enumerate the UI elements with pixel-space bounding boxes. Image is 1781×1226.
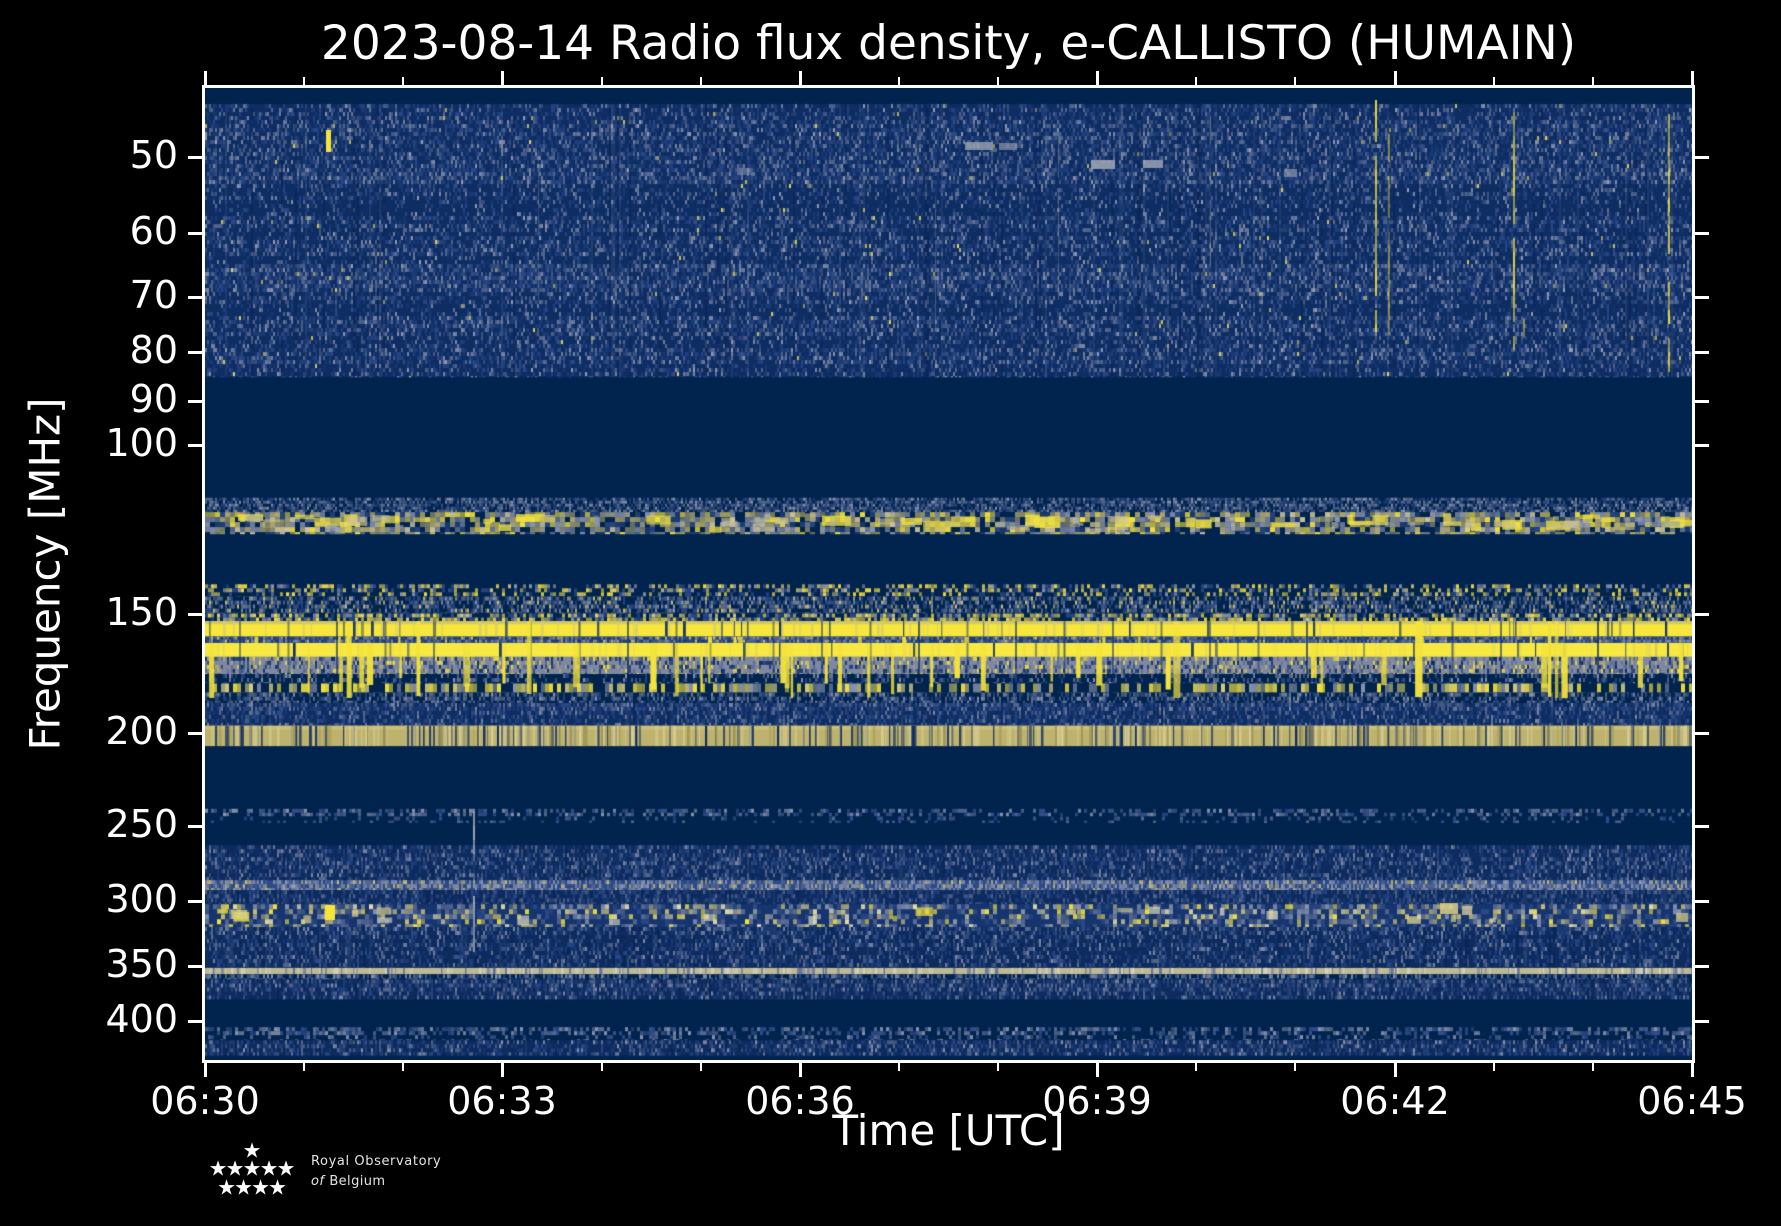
x-minor-tick-bottom	[303, 1063, 305, 1071]
star-icon: ★	[225, 1156, 245, 1181]
y-tick-label: 70	[129, 273, 178, 317]
star-icon: ★	[259, 1156, 279, 1181]
star-icon: ★	[217, 1175, 236, 1200]
y-tick-label: 400	[105, 997, 178, 1041]
y-major-tick-right	[1695, 900, 1709, 903]
rob-logo-text: Royal Observatory of Belgium	[311, 1154, 441, 1189]
x-tick-label: 06:36	[745, 1079, 855, 1123]
x-minor-tick-top	[700, 77, 702, 85]
x-major-tick-bottom	[501, 1063, 504, 1077]
x-minor-tick-top	[1195, 77, 1197, 85]
y-major-tick-left	[188, 965, 202, 968]
x-minor-tick-bottom	[898, 1063, 900, 1071]
x-minor-tick-bottom	[1195, 1063, 1197, 1071]
rob-logo-belgium: Belgium	[329, 1174, 386, 1189]
y-tick-label: 300	[105, 877, 178, 921]
star-icon: ★	[234, 1175, 253, 1200]
y-tick-label: 50	[129, 133, 178, 177]
y-major-tick-left	[188, 232, 202, 235]
x-tick-label: 06:33	[447, 1079, 557, 1123]
y-major-tick-left	[188, 296, 202, 299]
y-major-tick-right	[1695, 296, 1709, 299]
y-tick-label: 250	[105, 802, 178, 846]
y-major-tick-right	[1695, 232, 1709, 235]
y-major-tick-left	[188, 1020, 202, 1023]
x-minor-tick-top	[601, 77, 603, 85]
star-icon: ★	[276, 1156, 296, 1181]
x-minor-tick-top	[997, 77, 999, 85]
x-minor-tick-top	[402, 77, 404, 85]
star-icon: ★	[242, 1156, 262, 1181]
x-minor-tick-bottom	[1592, 1063, 1594, 1071]
x-minor-tick-top	[1493, 77, 1495, 85]
x-minor-tick-top	[1294, 77, 1296, 85]
x-minor-tick-bottom	[402, 1063, 404, 1071]
y-major-tick-left	[188, 613, 202, 616]
y-tick-label: 90	[129, 377, 178, 421]
x-minor-tick-bottom	[997, 1063, 999, 1071]
y-major-tick-left	[188, 900, 202, 903]
x-major-tick-top	[799, 71, 802, 85]
x-major-tick-bottom	[1394, 1063, 1397, 1077]
y-major-tick-right	[1695, 965, 1709, 968]
x-minor-tick-top	[303, 77, 305, 85]
y-major-tick-left	[188, 156, 202, 159]
x-tick-label: 06:30	[150, 1079, 260, 1123]
y-major-tick-right	[1695, 825, 1709, 828]
y-tick-label: 200	[105, 709, 178, 753]
x-tick-label: 06:39	[1042, 1079, 1152, 1123]
y-tick-label: 60	[129, 209, 178, 253]
chart-title: 2023-08-14 Radio flux density, e-CALLIST…	[320, 16, 1577, 71]
x-minor-tick-bottom	[1294, 1063, 1296, 1071]
x-major-tick-bottom	[204, 1063, 207, 1077]
spectrogram-canvas	[205, 88, 1692, 1060]
rob-logo-line2: of Belgium	[311, 1174, 441, 1189]
x-major-tick-top	[1096, 71, 1099, 85]
y-tick-label: 350	[105, 942, 178, 986]
x-minor-tick-top	[1592, 77, 1594, 85]
x-major-tick-top	[204, 71, 207, 85]
y-major-tick-right	[1695, 732, 1709, 735]
x-major-tick-bottom	[1691, 1063, 1694, 1077]
x-minor-tick-bottom	[1493, 1063, 1495, 1071]
x-tick-label: 06:45	[1637, 1079, 1747, 1123]
star-icon: ★	[268, 1175, 287, 1200]
x-major-tick-bottom	[1096, 1063, 1099, 1077]
y-major-tick-left	[188, 351, 202, 354]
x-minor-tick-bottom	[601, 1063, 603, 1071]
x-major-tick-top	[1691, 71, 1694, 85]
star-icon: ★	[242, 1138, 262, 1163]
x-major-tick-top	[1394, 71, 1397, 85]
y-tick-label: 80	[129, 328, 178, 372]
y-major-tick-right	[1695, 444, 1709, 447]
y-major-tick-left	[188, 732, 202, 735]
y-major-tick-right	[1695, 351, 1709, 354]
y-major-tick-right	[1695, 613, 1709, 616]
y-major-tick-left	[188, 825, 202, 828]
y-major-tick-right	[1695, 1020, 1709, 1023]
x-major-tick-top	[501, 71, 504, 85]
x-minor-tick-bottom	[700, 1063, 702, 1071]
x-major-tick-bottom	[799, 1063, 802, 1077]
y-major-tick-right	[1695, 156, 1709, 159]
y-tick-label: 100	[105, 421, 178, 465]
star-icon: ★	[208, 1156, 228, 1181]
x-minor-tick-top	[898, 77, 900, 85]
y-major-tick-right	[1695, 400, 1709, 403]
x-axis-label: Time [UTC]	[832, 1106, 1065, 1155]
plot-area	[202, 85, 1695, 1063]
x-tick-label: 06:42	[1340, 1079, 1450, 1123]
rob-logo-of: of	[311, 1174, 325, 1189]
y-major-tick-left	[188, 444, 202, 447]
y-tick-label: 150	[105, 590, 178, 634]
y-major-tick-left	[188, 400, 202, 403]
rob-logo-line1: Royal Observatory	[311, 1154, 442, 1169]
star-icon: ★	[251, 1175, 270, 1200]
